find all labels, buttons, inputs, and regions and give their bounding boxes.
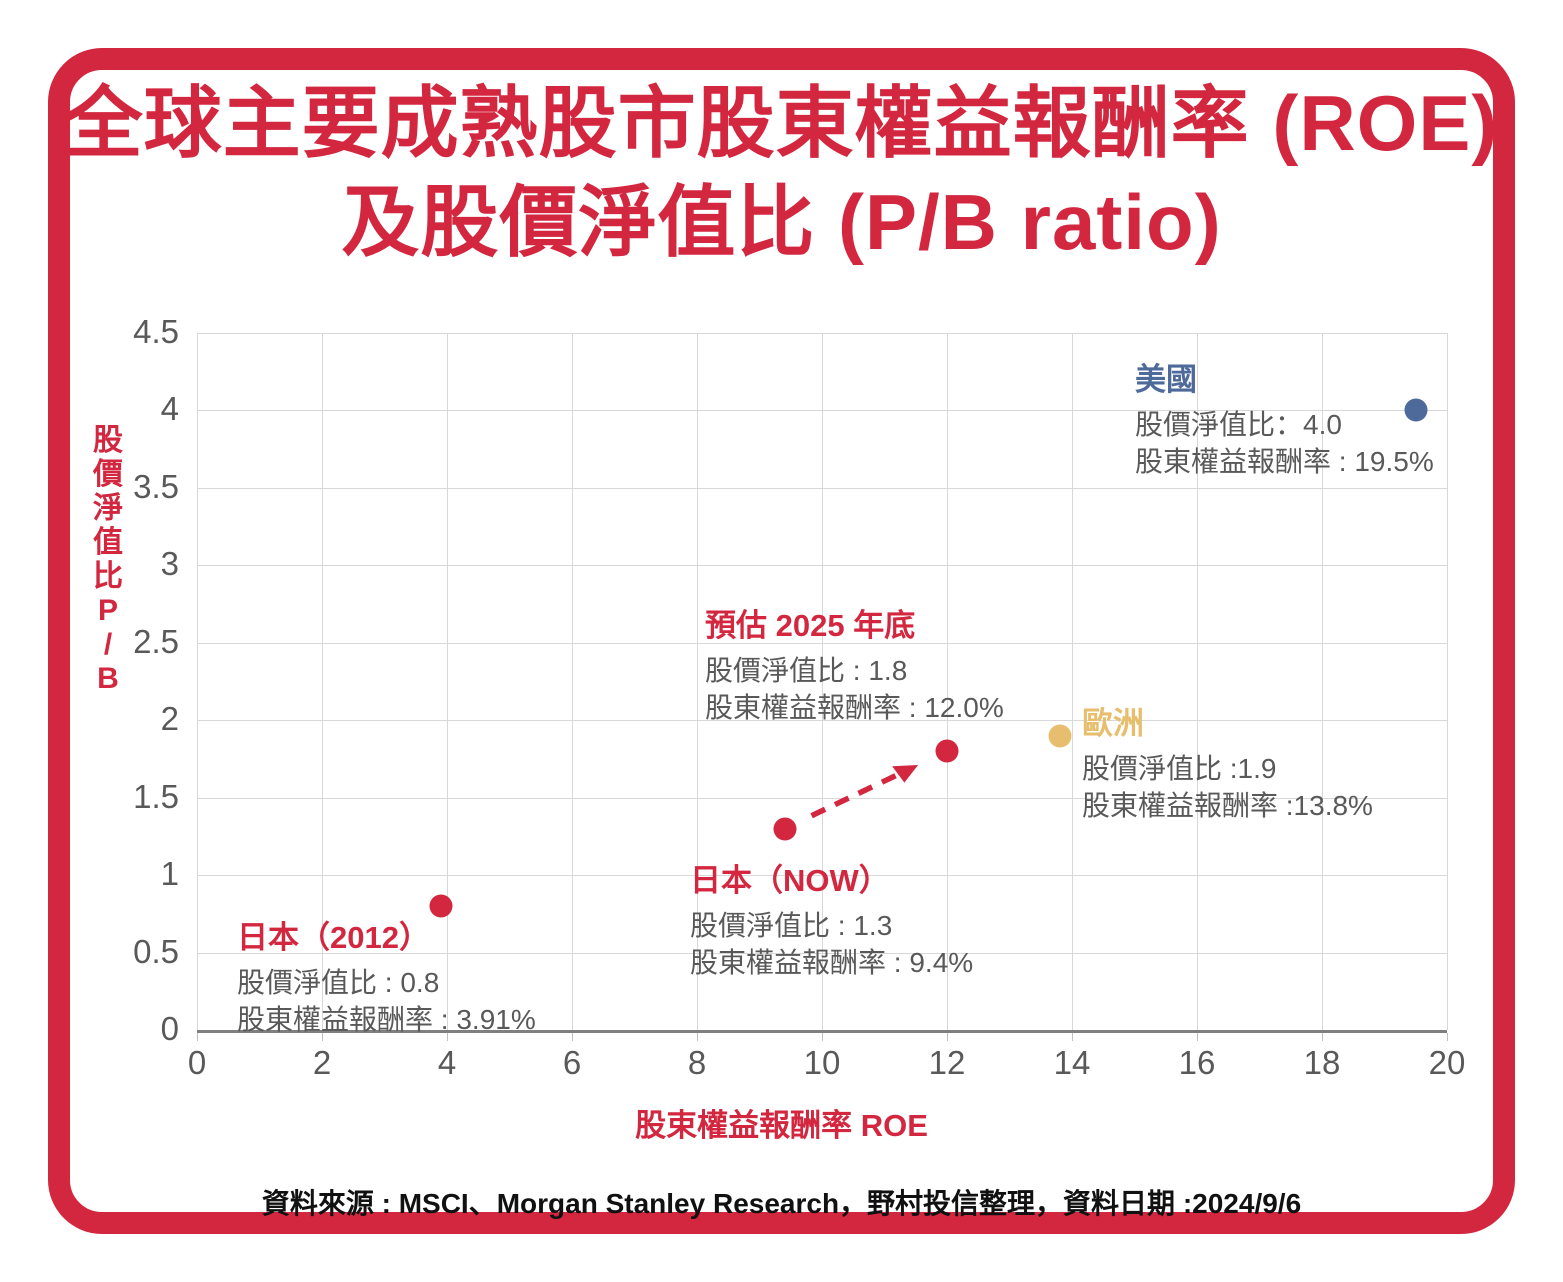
x-tick-label-10: 10 <box>803 1044 841 1081</box>
y-tick-label-1.5: 1.5 <box>133 777 179 815</box>
point-label-pb-us: 股價淨值比：4.0 <box>1135 409 1342 440</box>
gridline-y-4 <box>197 410 1447 412</box>
point-label-japan_now: 日本（NOW） 股價淨值比 : 1.3 股東權益報酬率 : 9.4% <box>690 855 973 981</box>
y-tick-label-2: 2 <box>160 700 179 738</box>
y-tick-label-3.5: 3.5 <box>133 467 179 505</box>
point-label-name-japan_now: 日本（NOW） <box>690 863 890 898</box>
x-tick-mark-4 <box>447 1033 448 1041</box>
data-point-est_2025 <box>935 739 959 763</box>
x-tick-mark-12 <box>947 1033 948 1041</box>
point-label-roe-europe: 股東權益報酬率 :13.8% <box>1082 790 1373 821</box>
page-title-line1: 全球主要成熟股市股東權益報酬率 (ROE) <box>64 79 1499 167</box>
gridline-y-4.5 <box>197 333 1447 334</box>
x-tick-mark-16 <box>1197 1033 1198 1041</box>
data-point-us <box>1404 398 1428 422</box>
x-tick-label-18: 18 <box>1303 1044 1341 1081</box>
point-label-name-us: 美國 <box>1135 362 1197 397</box>
x-tick-label-20: 20 <box>1428 1044 1466 1081</box>
x-tick-mark-2 <box>322 1033 323 1041</box>
gridline-y-3.5 <box>197 487 1447 489</box>
x-tick-mark-14 <box>1072 1033 1073 1041</box>
trend-arrow-line <box>810 764 919 819</box>
point-label-japan_2012: 日本（2012） 股價淨值比 : 0.8 股東權益報酬率 : 3.91% <box>237 912 536 1038</box>
point-label-roe-us: 股東權益報酬率 : 19.5% <box>1135 446 1434 477</box>
point-label-pb-japan_2012: 股價淨值比 : 0.8 <box>237 967 440 998</box>
point-label-pb-japan_now: 股價淨值比 : 1.3 <box>690 910 893 941</box>
y-tick-label-0.5: 0.5 <box>133 932 179 970</box>
x-tick-mark-18 <box>1322 1033 1323 1041</box>
point-label-roe-japan_2012: 股東權益報酬率 : 3.91% <box>237 1004 536 1035</box>
gridline-x-12 <box>947 333 948 1030</box>
gridline-x-8 <box>697 333 698 1030</box>
source-note: 資料來源 : MSCI、Morgan Stanley Research，野村投信… <box>261 1188 1302 1219</box>
x-tick-label-6: 6 <box>562 1044 582 1081</box>
point-label-europe: 歐洲股價淨值比 :1.9 股東權益報酬率 :13.8% <box>1082 698 1373 824</box>
x-tick-mark-8 <box>697 1033 698 1041</box>
y-tick-label-2.5: 2.5 <box>133 622 179 660</box>
gridline-y-2 <box>197 720 1447 722</box>
point-label-roe-est_2025: 股東權益報酬率 : 12.0% <box>705 692 1004 723</box>
gridline-x-18 <box>1322 333 1323 1030</box>
y-tick-label-4: 4 <box>160 390 179 428</box>
x-tick-mark-0 <box>197 1033 198 1041</box>
gridline-x-10 <box>822 333 823 1030</box>
data-point-japan_2012 <box>429 894 453 918</box>
x-tick-label-8: 8 <box>687 1044 707 1081</box>
x-tick-mark-10 <box>822 1033 823 1041</box>
gridline-x-14 <box>1072 333 1073 1030</box>
y-tick-label-3: 3 <box>160 545 179 583</box>
page-title: 全球主要成熟股市股東權益報酬率 (ROE) 及股價淨值比 (P/B ratio) <box>0 74 1563 272</box>
gridline-x-6 <box>572 333 573 1030</box>
x-tick-label-4: 4 <box>437 1044 457 1081</box>
y-tick-label-1: 1 <box>160 855 179 893</box>
data-point-europe <box>1048 724 1071 748</box>
gridline-x-2 <box>322 333 323 1030</box>
x-axis-line <box>197 1030 1447 1033</box>
point-label-name-japan_2012: 日本（2012） <box>237 920 430 955</box>
x-tick-mark-20 <box>1447 1033 1448 1041</box>
point-label-pb-europe: 股價淨值比 :1.9 <box>1082 753 1277 784</box>
gridline-y-2.5 <box>197 642 1447 644</box>
gridline-x-16 <box>1197 333 1198 1030</box>
gridline-x-0 <box>197 333 198 1030</box>
gridline-y-0.5 <box>197 952 1447 954</box>
x-axis-title: 股束權益報酬率 ROE <box>635 1108 928 1143</box>
point-label-pb-est_2025: 股價淨值比 : 1.8 <box>705 655 908 686</box>
x-tick-label-14: 14 <box>1053 1044 1091 1081</box>
point-label-us: 美國股價淨值比：4.0 股東權益報酬率 : 19.5% <box>1135 354 1434 480</box>
data-point-japan_now <box>773 817 796 841</box>
page-title-line2: 及股價淨值比 (P/B ratio) <box>341 178 1222 266</box>
gridline-y-1 <box>197 875 1447 877</box>
point-label-est_2025: 預估 2025 年底股價淨值比 : 1.8 股東權益報酬率 : 12.0% <box>705 600 1004 726</box>
point-label-roe-japan_now: 股東權益報酬率 : 9.4% <box>690 947 974 978</box>
x-tick-label-16: 16 <box>1178 1044 1216 1081</box>
scatter-plot-area: 0 2 4 6 8 10 12 14 16 18 20 0 0.5 1 1.5 2 2.5 3 3.5 4 4.5 日本（… <box>133 313 1465 1081</box>
x-tick-mark-6 <box>572 1033 573 1041</box>
x-tick-label-12: 12 <box>928 1044 966 1081</box>
gridline-y-3 <box>197 565 1447 567</box>
y-tick-label-4.5: 4.5 <box>133 313 179 350</box>
point-label-name-est_2025: 預估 2025 年底 <box>705 608 916 643</box>
point-label-name-europe: 歐洲 <box>1082 706 1144 741</box>
y-tick-label-0: 0 <box>160 1010 179 1047</box>
gridline-x-20 <box>1447 333 1448 1030</box>
y-axis-title: 股價淨值比 P / B <box>93 424 123 695</box>
x-tick-label-2: 2 <box>312 1044 332 1081</box>
x-tick-label-0: 0 <box>187 1044 207 1081</box>
gridline-x-4 <box>447 333 448 1030</box>
